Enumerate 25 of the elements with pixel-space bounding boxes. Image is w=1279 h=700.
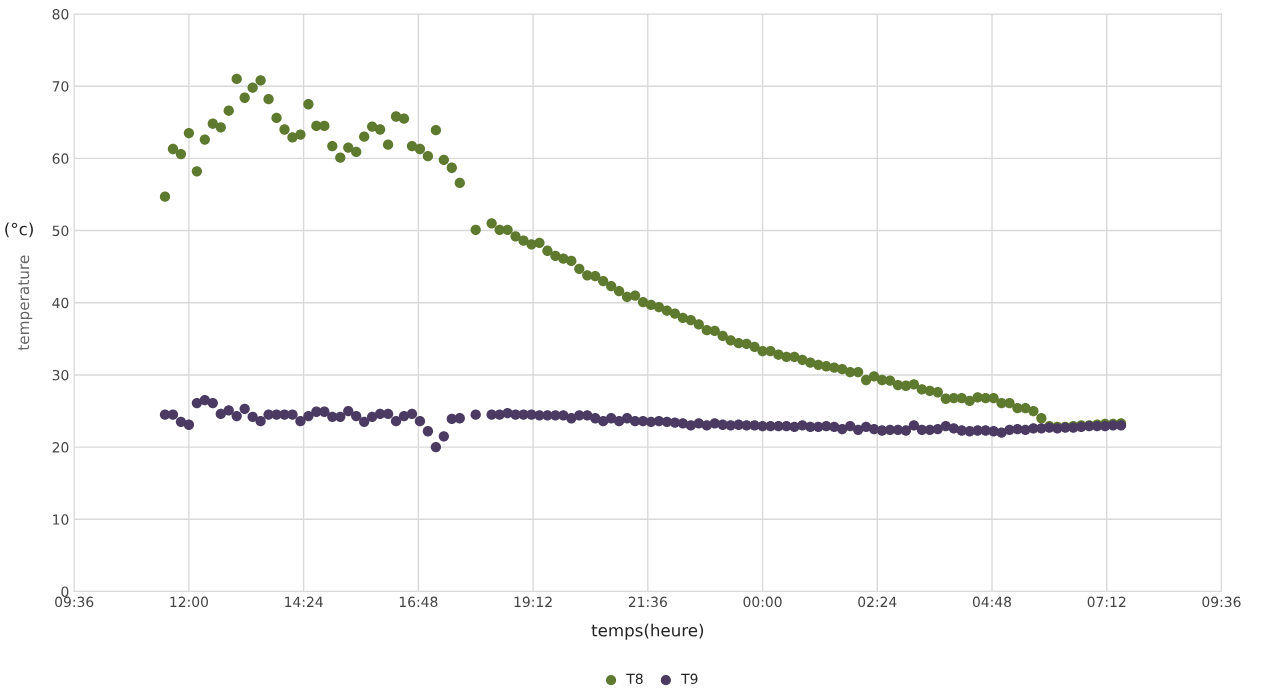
x-tick-label: 07:12 bbox=[1087, 596, 1126, 608]
y-tick-label: 20 bbox=[52, 442, 69, 453]
x-tick-label: 16:48 bbox=[399, 596, 438, 608]
y-tick-label: 10 bbox=[53, 514, 69, 525]
x-tick-label: 02:24 bbox=[858, 596, 897, 608]
y-tick-label: 0 bbox=[61, 586, 69, 597]
x-tick-label: 12:00 bbox=[170, 596, 208, 608]
x-tick-label: 09:36 bbox=[55, 596, 94, 608]
y-tick-label: 70 bbox=[52, 81, 69, 92]
y-axis-title: temperature bbox=[18, 255, 33, 351]
x-tick-label: 09:36 bbox=[1202, 596, 1241, 608]
x-axis-title: temps(heure) bbox=[591, 623, 704, 640]
x-tick-label: 21:36 bbox=[628, 596, 667, 608]
y-tick-label: 40 bbox=[52, 297, 69, 309]
x-tick-label: 19:12 bbox=[514, 596, 552, 608]
x-tick-label: 00:00 bbox=[743, 596, 782, 608]
y-tick-label: 30 bbox=[52, 369, 69, 381]
legend-label: T9 bbox=[681, 673, 698, 685]
x-tick-label: 04:48 bbox=[972, 596, 1012, 608]
text: (°c) bbox=[5, 222, 33, 238]
y-tick-label: 50 bbox=[52, 225, 69, 237]
y-tick-label: 80 bbox=[52, 8, 69, 20]
x-tick-label: 14:24 bbox=[285, 596, 323, 607]
y-tick-label: 60 bbox=[52, 153, 69, 164]
legend-label: T8 bbox=[626, 673, 643, 685]
